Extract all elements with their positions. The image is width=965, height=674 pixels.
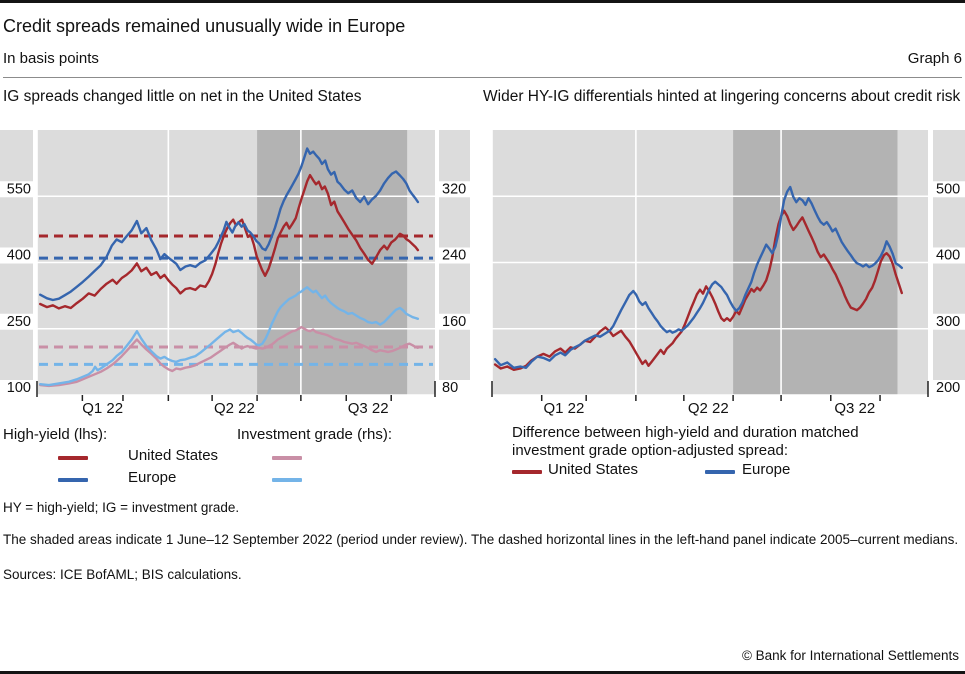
unit-label: In basis points [3, 50, 99, 67]
svg-text:Q1 22: Q1 22 [544, 400, 585, 417]
svg-text:80: 80 [442, 380, 458, 396]
legend-swatch-diff-eu [705, 470, 735, 474]
svg-text:200: 200 [936, 380, 960, 396]
axis-labels: 550 400 250 100 320 240 160 80 [0, 181, 470, 396]
data-series [39, 147, 420, 388]
x-axis-ticks [36, 381, 436, 401]
svg-text:300: 300 [936, 314, 960, 330]
footnote-sources: Sources: ICE BofAML; BIS calculations. [3, 567, 242, 582]
left-panel: IG spreads changed little on net in the … [0, 84, 470, 494]
report-header: Credit spreads remained unusually wide i… [0, 3, 965, 78]
legend-swatch-ig-us [272, 456, 302, 460]
legend-label-diff-united-states: United States [548, 461, 639, 478]
left-panel-title: IG spreads changed little on net in the … [3, 88, 362, 105]
svg-text:Q2 22: Q2 22 [214, 400, 255, 417]
legend-swatch-ig-eu [272, 478, 302, 482]
svg-text:240: 240 [442, 248, 466, 264]
right-panel-chart: 500 400 300 200 Q1 22 Q2 22 Q3 22 [491, 130, 965, 417]
left-panel-legend: High-yield (lhs): Investment grade (rhs)… [0, 420, 470, 494]
footnote-abbreviations: HY = high-yield; IG = investment grade. [3, 500, 240, 515]
graph-number-label: Graph 6 [907, 50, 962, 67]
svg-text:Q3 22: Q3 22 [834, 400, 875, 417]
right-panel-title: Wider HY-IG differentials hinted at ling… [483, 88, 961, 105]
right-panel: Wider HY-IG differentials hinted at ling… [480, 84, 965, 494]
x-axis-quarter-labels: Q1 22 Q2 22 Q3 22 [82, 400, 388, 417]
svg-text:Q3 22: Q3 22 [348, 400, 389, 417]
data-series [493, 185, 903, 372]
x-axis-quarter-labels: Q1 22 Q2 22 Q3 22 [544, 400, 876, 417]
svg-text:550: 550 [7, 181, 31, 197]
legend-swatch-hy-us [58, 456, 88, 460]
page-title: Credit spreads remained unusually wide i… [3, 16, 406, 36]
legend-header-high-yield: High-yield (lhs): [3, 426, 108, 443]
legend-header-investment-grade: Investment grade (rhs): [237, 426, 393, 443]
svg-text:Q2 22: Q2 22 [688, 400, 729, 417]
svg-text:400: 400 [936, 248, 960, 264]
svg-text:250: 250 [7, 314, 31, 330]
legend-label-united-states: United States [128, 447, 219, 464]
header-divider [3, 77, 962, 78]
legend-swatch-diff-us [512, 470, 542, 474]
legend-caption-difference: Difference between high-yield and durati… [512, 424, 859, 459]
legend-label-europe: Europe [128, 469, 177, 486]
svg-text:100: 100 [7, 380, 31, 396]
legend-swatch-hy-eu [58, 478, 88, 482]
axis-labels: 500 400 300 200 [933, 181, 965, 396]
svg-text:160: 160 [442, 314, 466, 330]
svg-text:Q1 22: Q1 22 [82, 400, 123, 417]
copyright-notice: © Bank for International Settlements [741, 648, 959, 663]
footnotes: HY = high-yield; IG = investment grade. … [0, 500, 965, 582]
legend-label-diff-europe: Europe [742, 461, 791, 478]
x-axis-ticks [491, 381, 929, 401]
right-panel-legend: Difference between high-yield and durati… [480, 420, 965, 494]
svg-text:500: 500 [936, 181, 960, 197]
left-panel-chart: 550 400 250 100 320 240 160 80 Q1 22 Q2 22 Q3 22 [0, 130, 470, 417]
svg-text:400: 400 [7, 248, 31, 264]
chart-panels: IG spreads changed little on net in the … [0, 84, 965, 494]
svg-text:320: 320 [442, 181, 466, 197]
footnote-shading-note: The shaded areas indicate 1 June–12 Sept… [3, 532, 959, 547]
